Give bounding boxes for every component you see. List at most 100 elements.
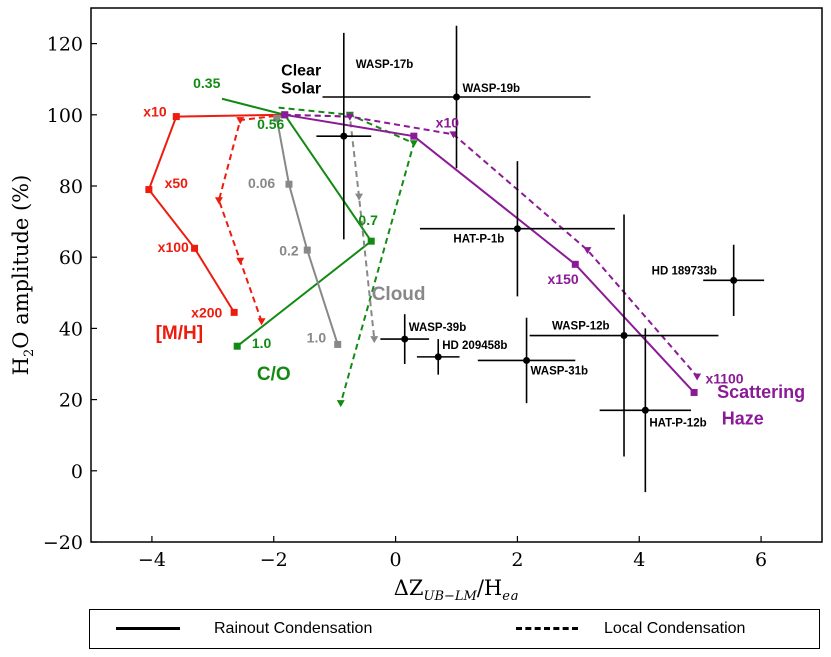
observation-hd-189733b	[703, 244, 765, 316]
observation-wasp-31b	[477, 317, 576, 404]
legend: Rainout Condensation Local Condensation	[89, 609, 820, 649]
annotation-co-title: C/O	[257, 364, 291, 385]
legend-label-rainout: Rainout Condensation	[214, 619, 373, 637]
annotation-co-10: 1.0	[252, 335, 272, 351]
legend-label-local: Local Condensation	[604, 619, 746, 637]
legend-item-rainout: Rainout Condensation	[116, 610, 372, 647]
legend-dashed-line	[516, 627, 578, 630]
observation-label: WASP-19b	[463, 83, 521, 95]
observation-label: HD 209458b	[442, 340, 507, 352]
series-point-c-o-local	[336, 400, 345, 408]
observation-point	[453, 93, 460, 101]
annotation-co-07: 0.7	[358, 212, 378, 228]
x-tick-label: 6	[755, 549, 767, 571]
observation-label: HD 189733b	[652, 265, 717, 277]
observation-label: HAT-P-12b	[649, 417, 706, 429]
annotation-mh-x200: x200	[191, 305, 222, 321]
annotation-haze: Haze	[722, 409, 764, 429]
series-line-m-h-rainout	[147, 113, 285, 313]
x-tick-label: 2	[511, 549, 523, 571]
observation-point	[620, 332, 628, 340]
observation-point	[401, 335, 409, 343]
annotation-co-056: 0.56	[257, 116, 284, 132]
observation-point	[513, 225, 521, 233]
x-tick-label: 4	[633, 549, 645, 571]
observation-label: WASP-12b	[552, 321, 610, 333]
series-point-m-h-local	[236, 257, 245, 265]
series-point-m-h-rainout	[172, 113, 180, 121]
series-point-m-h-rainout	[230, 308, 238, 316]
y-tick-label: 100	[47, 105, 83, 127]
annotation-co-035: 0.35	[193, 75, 220, 91]
x-tick-label: −2	[260, 549, 288, 571]
series-point-m-h-rainout	[191, 244, 199, 252]
y-tick-label: 120	[47, 34, 83, 56]
y-tick-label: 20	[59, 390, 83, 412]
annotation-clear: Clear	[281, 63, 321, 80]
annotation-cloud-006: 0.06	[248, 175, 275, 191]
observation-point	[340, 132, 348, 140]
plot-frame	[90, 7, 823, 543]
series-point-m-h-local	[214, 197, 223, 205]
annotation-solar: Solar	[281, 80, 321, 97]
series-point-haze-local	[449, 131, 458, 139]
series-point-haze-rainout	[571, 260, 579, 268]
series-point-c-o-local	[409, 140, 418, 148]
annotation-mh-x100: x100	[158, 239, 189, 255]
series-point-cloud-rainout	[285, 180, 293, 188]
series-line-c-o-local	[278, 106, 416, 404]
observation-label: HAT-P-1b	[453, 234, 504, 246]
series-line-haze-rainout	[284, 113, 695, 394]
annotation-cloud-02: 0.2	[279, 242, 299, 258]
observation-hat-p-12b	[599, 328, 692, 493]
annotation-mh-x10: x10	[143, 104, 167, 120]
observation-point	[434, 353, 442, 361]
annotation-scattering: Scattering	[717, 382, 805, 402]
series-line-c-o-rainout	[221, 97, 373, 347]
annotation-haze-x10: x10	[436, 114, 460, 130]
legend-item-local: Local Condensation	[516, 610, 745, 647]
observation-wasp-12b	[529, 214, 719, 457]
series-point-m-h-local	[257, 318, 266, 326]
clear-solar-point	[281, 111, 289, 119]
observation-hd-209458b	[416, 339, 460, 375]
series-point-haze-local	[583, 247, 592, 255]
x-tick-label: 0	[390, 549, 402, 571]
series-point-m-h-local	[236, 117, 245, 125]
y-axis-label: H2O amplitude (%)	[9, 175, 37, 376]
observation-label: WASP-39b	[409, 322, 467, 334]
observation-point	[641, 406, 649, 414]
series-point-haze-rainout	[410, 132, 418, 140]
y-tick-label: 80	[59, 176, 83, 198]
series-point-haze-local	[693, 373, 702, 381]
x-axis-label: ΔZUB−LM/Heq	[394, 576, 519, 600]
observation-wasp-19b	[322, 25, 591, 169]
annotation-haze-x1100: x1100	[705, 371, 743, 387]
observation-point	[730, 276, 738, 284]
annotation-mh-title: [M/H]	[156, 323, 203, 344]
observation-wasp-17b	[316, 32, 372, 240]
series-point-cloud-rainout	[303, 246, 311, 254]
series-line-m-h-local	[217, 113, 285, 322]
y-tick-label: 0	[71, 461, 83, 483]
series-point-haze-local	[345, 113, 354, 121]
x-tick-label: −4	[138, 549, 166, 571]
annotation-cloud-title: Cloud	[372, 284, 426, 305]
y-tick-label: 60	[59, 247, 83, 269]
observation-point	[523, 356, 531, 364]
legend-solid-line	[116, 627, 180, 630]
y-tick-label: −20	[43, 532, 83, 554]
series-point-cloud-rainout	[273, 114, 281, 122]
observation-hat-p-1b	[419, 161, 615, 297]
observation-label: WASP-17b	[356, 59, 414, 71]
annotation-haze-x150: x150	[548, 271, 579, 287]
observation-label: WASP-31b	[531, 365, 589, 377]
series-point-haze-rainout	[690, 388, 698, 396]
annotation-mh-x50: x50	[165, 175, 189, 191]
series-point-cloud-rainout	[334, 340, 342, 348]
annotation-cloud-10: 1.0	[307, 330, 327, 346]
series-point-c-o-rainout	[233, 342, 241, 350]
series-point-m-h-rainout	[145, 186, 153, 194]
series-point-cloud-local	[370, 336, 379, 344]
